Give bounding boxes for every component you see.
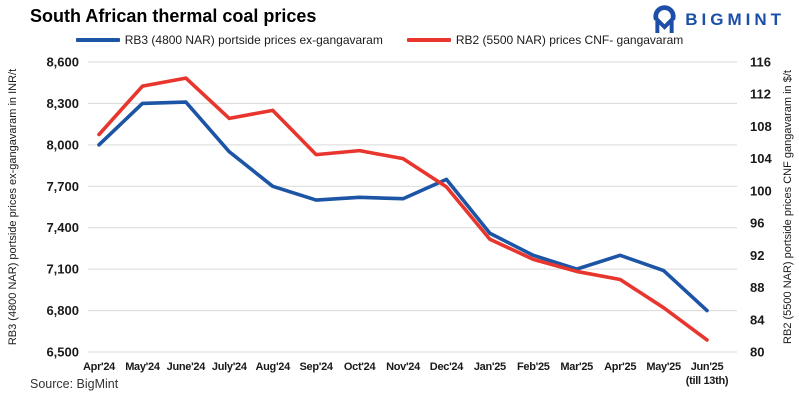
x-axis-tick-label: Oct'24 xyxy=(344,361,377,373)
rb2-price-line xyxy=(97,76,709,342)
source-note: Source: BigMint xyxy=(30,377,119,391)
legend-item-rb3: RB3 (4800 NAR) portside prices ex-gangav… xyxy=(75,33,383,47)
x-axis-tick-label: Jan'25 xyxy=(474,361,506,373)
x-axis-tick-label: Aug'24 xyxy=(255,361,291,373)
bigmint-logo-icon xyxy=(653,5,676,34)
right-axis-tick-label: 84 xyxy=(750,312,765,327)
x-axis-tick-label: Feb'25 xyxy=(517,361,550,373)
legend-label-rb2: RB2 (5500 NAR) prices CNF- gangavaram xyxy=(455,33,684,47)
x-axis-tick-label: May'25 xyxy=(646,361,681,373)
x-axis-tick-label: Mar'25 xyxy=(560,361,593,373)
left-axis-tick-label: 6,800 xyxy=(46,303,79,318)
x-axis-tick-label: Nov'24 xyxy=(386,361,421,373)
left-axis-tick-label: 7,400 xyxy=(46,220,79,235)
right-axis-tick-label: 104 xyxy=(750,151,772,166)
left-axis-tick-label: 8,600 xyxy=(46,55,79,70)
right-axis-tick-label: 112 xyxy=(750,87,771,102)
x-axis-tick-label: Dec'24 xyxy=(430,361,464,373)
left-axis-tick-label: 7,100 xyxy=(46,262,79,277)
left-axis-tick-label: 8,000 xyxy=(46,137,79,152)
legend-label-rb3: RB3 (4800 NAR) portside prices ex-gangav… xyxy=(124,33,383,47)
chart-legend: RB3 (4800 NAR) portside prices ex-gangav… xyxy=(0,33,759,47)
right-axis-tick-label: 96 xyxy=(750,216,764,231)
right-axis-tick-label: 108 xyxy=(750,119,772,134)
price-trend-chart: 8,600 8,300 8,000 7,700 7,400 7,100 6,800 6,500… xyxy=(7,55,794,388)
right-axis-tick-label: 100 xyxy=(750,183,772,198)
left-axis-tick-label: 7,700 xyxy=(46,179,79,194)
left-axis-title: RB3 (4800 NAR) portside prices ex-gangav… xyxy=(7,69,19,345)
x-axis-tick-label: Apr'24 xyxy=(83,361,116,373)
x-axis-tick-label: Jun'25 (till 13th) xyxy=(686,361,729,387)
rb2-line-swatch xyxy=(406,38,451,42)
rb3-price-line xyxy=(97,100,709,313)
right-axis-tick-label: 88 xyxy=(750,280,764,295)
x-axis-tick-label: Apr'25 xyxy=(604,361,636,373)
bigmint-logo: BIGMINT xyxy=(651,5,785,34)
bigmint-logo-text: BIGMINT xyxy=(685,9,785,29)
right-axis-tick-label: 116 xyxy=(750,55,771,70)
x-axis-tick-label: July'24 xyxy=(212,361,248,373)
left-axis-tick-label: 6,500 xyxy=(46,345,79,360)
x-axis-tick-label: May'24 xyxy=(125,361,161,373)
legend-item-rb2: RB2 (5500 NAR) prices CNF- gangavaram xyxy=(406,33,684,47)
right-axis-title: RB2 (5500 NAR) portside prices CNF ganga… xyxy=(782,70,794,344)
x-axis-tick-label: Sep'24 xyxy=(300,361,334,373)
right-axis-tick-label: 92 xyxy=(750,248,764,263)
rb3-line-swatch xyxy=(75,38,120,42)
x-axis-tick-label: June'24 xyxy=(167,361,207,373)
page-title: South African thermal coal prices xyxy=(30,6,317,26)
right-axis-tick-label: 80 xyxy=(750,345,764,360)
left-axis-tick-label: 8,300 xyxy=(46,96,79,111)
